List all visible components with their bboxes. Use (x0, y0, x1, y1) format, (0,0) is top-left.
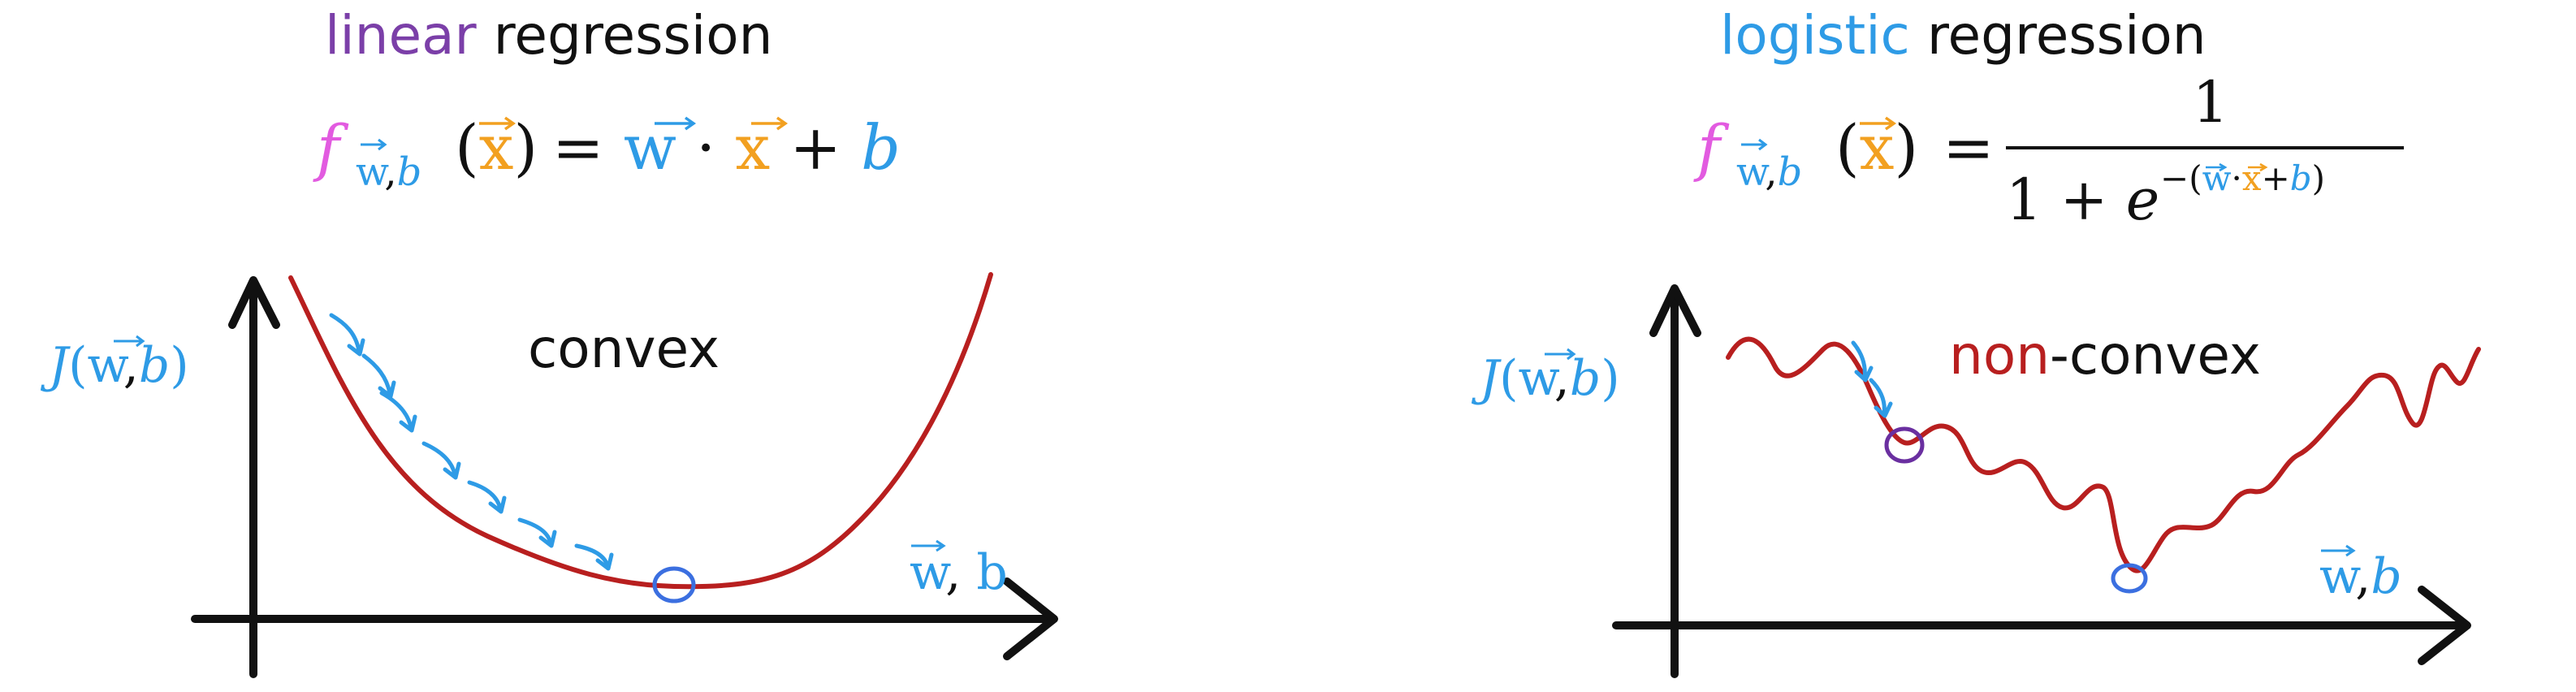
non-convex-cost-curve (1726, 336, 2481, 573)
right-formula-subscript: w,b (1736, 149, 1802, 195)
right-global-minimum-marker (2111, 563, 2148, 594)
right-y-label: J(w,b) (1471, 350, 1620, 407)
right-x-label-vector-arrow (2321, 544, 2356, 557)
gd-step-arrow (329, 313, 365, 357)
left-curve-label: convex (528, 318, 720, 380)
gd-step-arrow (361, 353, 396, 399)
right-curve-label: non-convex (1949, 324, 2261, 387)
left-x-axis-arrowhead (1003, 577, 1058, 660)
right-local-minimum-marker (1884, 426, 1925, 464)
right-title: logistic regression (1720, 4, 2206, 67)
right-title-logistic: logistic (1720, 4, 1910, 67)
right-formula-x-vector-arrow (1860, 116, 1897, 131)
right-formula: f w,b (x) = 1 1 + e −(w·x+b) (1693, 69, 2404, 233)
right-y-axis-arrowhead (1649, 284, 1701, 337)
left-y-label-vector-arrow (114, 335, 145, 348)
left-y-label: J(w,b) (40, 337, 189, 394)
left-formula-sub-vector-arrow (361, 138, 387, 151)
right-x-axis-arrowhead (2418, 586, 2471, 665)
gd-step-arrow (467, 480, 507, 514)
left-global-minimum-marker (652, 566, 696, 603)
left-panel: linear regression f w,b (x) = w · x + b (40, 4, 1058, 678)
left-gradient-steps (329, 313, 614, 571)
left-title: linear regression (325, 4, 772, 67)
right-formula-equals: = (1943, 111, 1995, 184)
left-x-label-vector-arrow (911, 539, 946, 552)
right-exp-x-vector-arrow (2248, 162, 2268, 172)
right-x-label: w,b (2319, 548, 2402, 605)
right-gradient-steps (1851, 340, 1893, 418)
right-formula-exponent: −(w·x+b) (2160, 158, 2325, 198)
convex-cost-curve (288, 272, 993, 590)
right-formula-f: f (1693, 111, 1730, 184)
right-title-regression: regression (1910, 4, 2206, 67)
left-y-axis-arrowhead (228, 276, 280, 329)
left-formula-w-vector-arrow (655, 116, 697, 131)
right-formula-denominator: 1 + e (2006, 167, 2159, 233)
right-formula-numerator: 1 (2193, 69, 2229, 136)
gd-step-arrow (421, 441, 461, 480)
left-formula-subscript: w,b (356, 149, 421, 195)
left-formula-x2-vector-arrow (751, 116, 789, 131)
gd-step-arrow (517, 517, 557, 548)
right-formula-sub-vector-arrow (1741, 138, 1768, 151)
left-formula-rhs: = w · x + b (552, 111, 901, 184)
left-x-label: w, b (910, 544, 1008, 601)
gd-step-arrow (574, 543, 614, 571)
left-formula-f: f (313, 111, 349, 184)
right-exp-w-vector-arrow (2206, 162, 2228, 172)
gd-step-arrow (379, 391, 417, 433)
left-title-linear: linear (325, 4, 478, 67)
left-title-regression: regression (477, 4, 773, 67)
gd-step-arrow (1869, 378, 1893, 418)
gd-step-arrow (1851, 340, 1874, 383)
right-panel: logistic regression f w,b (x) = 1 1 + e … (1471, 4, 2481, 678)
left-formula-x-vector-arrow (479, 116, 516, 131)
left-formula: f w,b (x) = w · x + b (313, 111, 901, 195)
right-y-label-vector-arrow (1545, 348, 1576, 361)
